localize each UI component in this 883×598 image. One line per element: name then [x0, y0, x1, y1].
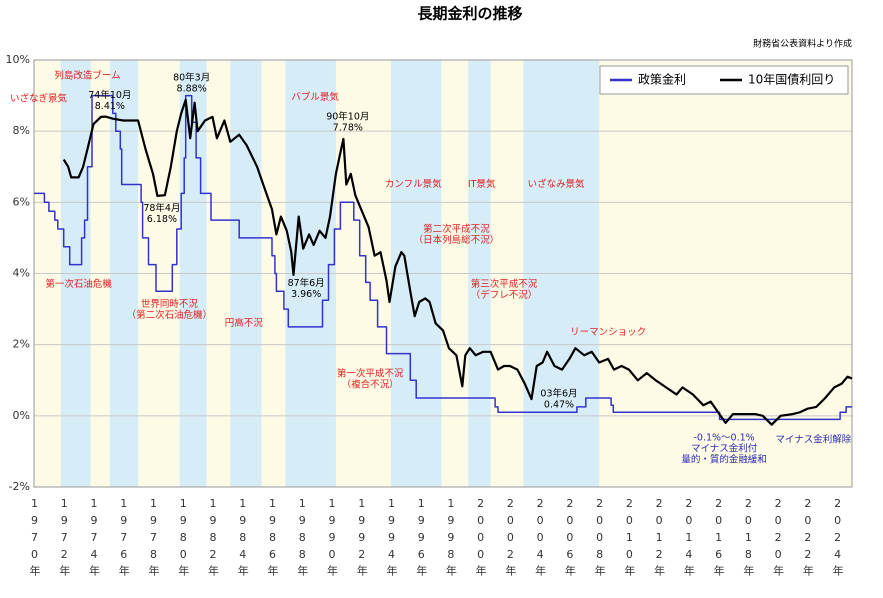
- x-tick-label: 1982年: [206, 497, 220, 580]
- annotation: カンフル景気: [385, 178, 442, 190]
- annotation: リーマンショック: [570, 327, 646, 338]
- series-line: [34, 94, 852, 421]
- annotation: 列島改造ブーム: [54, 70, 120, 82]
- annotation: 第一次石油危機: [45, 278, 112, 290]
- annotation: 3.96%: [291, 289, 321, 300]
- x-tick-label: 1980年: [176, 497, 190, 580]
- x-tick-label: 2012年: [652, 497, 666, 580]
- x-tick-label: 1998年: [444, 497, 458, 580]
- y-tick-label: 10%: [6, 53, 30, 66]
- chart-title: 長期金利の推移: [417, 5, 522, 23]
- x-tick-label: 2004年: [533, 497, 547, 580]
- annotation: 74年10月: [88, 89, 131, 101]
- annotation: いざなぎ景気: [10, 93, 68, 105]
- legend-label: 10年国債利回り: [748, 72, 835, 87]
- x-tick-label: 1972年: [57, 497, 71, 580]
- annotation: （日本列島総不況）: [414, 234, 500, 246]
- annotation: 0.47%: [544, 399, 574, 410]
- source-note: 財務省公表資料より作成: [753, 38, 852, 50]
- y-tick-label: -2%: [9, 480, 30, 493]
- x-tick-label: 2008年: [593, 497, 607, 580]
- y-tick-label: 0%: [13, 409, 30, 422]
- x-tick-label: 2016年: [712, 497, 726, 580]
- annotation: バブル景気: [291, 91, 339, 103]
- annotation: 87年6月: [288, 277, 325, 289]
- x-tick-label: 1974年: [87, 497, 101, 580]
- x-tick-label: 2022年: [801, 497, 815, 580]
- annotation: 6.18%: [147, 214, 177, 225]
- annotation: 8.41%: [95, 101, 125, 112]
- y-tick-label: 4%: [13, 267, 30, 280]
- x-tick-label: 2014年: [682, 497, 696, 580]
- annotation: 7.78%: [333, 122, 363, 133]
- annotation: （第二次石油危機）: [127, 309, 213, 321]
- x-tick-label: 2024年: [831, 497, 845, 580]
- annotation: 90年10月: [326, 110, 369, 122]
- x-tick-label: 2010年: [622, 497, 636, 580]
- annotation: 03年6月: [540, 387, 577, 399]
- x-tick-label: 1984年: [236, 497, 250, 580]
- annotation: 世界同時不況: [141, 298, 199, 310]
- x-tick-label: 2002年: [503, 497, 517, 580]
- annotation: IT景気: [468, 178, 496, 190]
- annotation: マイナス金利付: [691, 442, 758, 454]
- x-tick-label: 1988年: [295, 497, 309, 580]
- plot-frame: [33, 59, 853, 488]
- annotation: 8.88%: [177, 83, 207, 94]
- annotation: 円高不況: [225, 317, 264, 329]
- annotation: マイナス金利解除: [775, 434, 851, 446]
- legend-label: 政策金利: [638, 72, 686, 87]
- annotation: 量的・質的金融緩和: [681, 453, 767, 465]
- annotation: 第三次平成不況: [471, 278, 538, 290]
- annotation: 第一次平成不況: [337, 367, 404, 379]
- x-tick-label: 1994年: [384, 497, 398, 580]
- annotation: 78年4月: [143, 202, 180, 214]
- annotation: （デフレ不況）: [471, 289, 538, 301]
- x-tick-label: 1990年: [325, 497, 339, 580]
- x-tick-label: 2000年: [474, 497, 488, 580]
- x-tick-label: 2006年: [563, 497, 577, 580]
- x-tick-label: 2020年: [771, 497, 785, 580]
- x-tick-label: 1996年: [414, 497, 428, 580]
- annotation: 80年3月: [173, 71, 210, 83]
- series-line: [62, 98, 853, 426]
- y-tick-label: 2%: [13, 338, 30, 351]
- x-tick-label: 1992年: [355, 497, 369, 580]
- annotation: 第二次平成不況: [423, 223, 490, 235]
- x-tick-label: 1978年: [146, 497, 160, 580]
- x-tick-label: 1986年: [265, 497, 279, 580]
- x-tick-label: 1970年: [28, 497, 41, 580]
- y-tick-label: 8%: [13, 124, 30, 137]
- annotation: -0.1%～0.1%: [693, 432, 754, 443]
- x-tick-label: 1976年: [117, 497, 131, 580]
- annotation: （複合不況）: [342, 378, 399, 390]
- legend: 政策金利 10年国債利回り: [599, 65, 849, 95]
- annotation: いざなみ景気: [528, 178, 586, 190]
- x-tick-label: 2018年: [741, 497, 755, 580]
- y-tick-label: 6%: [13, 195, 30, 208]
